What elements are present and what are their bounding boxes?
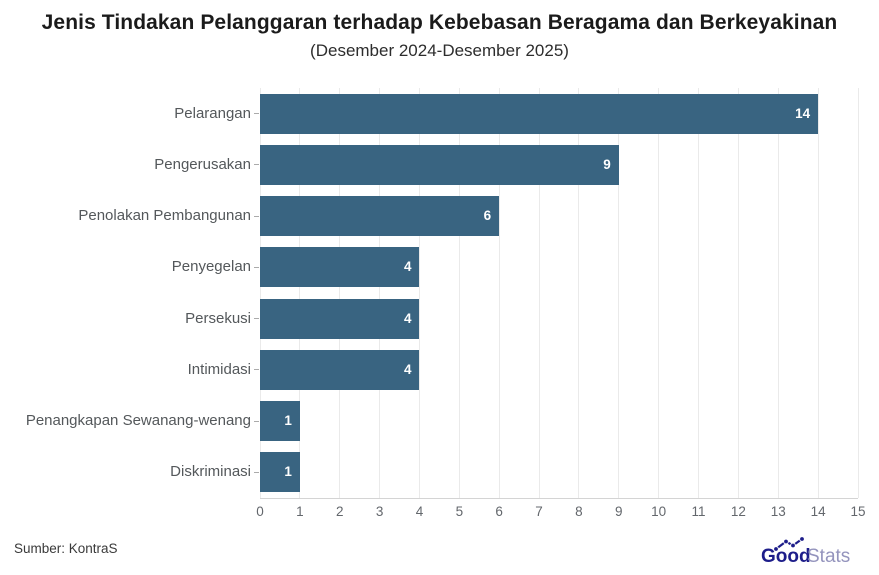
category-label: Diskriminasi xyxy=(0,452,259,492)
gridline xyxy=(857,88,859,498)
x-tick-label: 2 xyxy=(335,504,344,519)
x-tick-label: 14 xyxy=(810,504,826,519)
gridline xyxy=(777,88,779,498)
gridline xyxy=(538,88,540,498)
category-label: Penangkapan Sewanang-wenang xyxy=(0,401,259,441)
bar-row: 14 xyxy=(260,93,858,134)
category-label: Intimidasi xyxy=(0,350,259,390)
gridline xyxy=(259,88,261,498)
bar-row: 4 xyxy=(260,349,858,390)
gridline xyxy=(658,88,660,498)
gridline xyxy=(618,88,620,498)
x-tick-label: 3 xyxy=(375,504,384,519)
gridline xyxy=(578,88,580,498)
bar: 14 xyxy=(260,93,819,134)
bar: 4 xyxy=(260,298,420,339)
bar-row: 1 xyxy=(260,401,858,442)
gridline xyxy=(737,88,739,498)
category-label: Penyegelan xyxy=(0,247,259,287)
bar: 1 xyxy=(260,452,300,493)
x-tick-label: 4 xyxy=(415,504,424,519)
category-label-text: Persekusi xyxy=(185,309,251,327)
bar-row: 6 xyxy=(260,196,858,237)
category-label-text: Diskriminasi xyxy=(170,463,251,481)
bar: 4 xyxy=(260,349,420,390)
bar-value-label: 6 xyxy=(483,208,492,224)
category-label-text: Pelarangan xyxy=(174,104,251,122)
bar-value-label: 1 xyxy=(284,464,292,480)
gridline xyxy=(817,88,819,498)
x-tick-label: 8 xyxy=(575,504,583,519)
y-axis-tick-mark xyxy=(254,471,259,473)
bar: 6 xyxy=(260,196,500,237)
category-label-text: Penolakan Pembangunan xyxy=(78,207,251,225)
category-label-text: Penyegelan xyxy=(171,258,251,276)
x-tick-label: 13 xyxy=(770,504,786,519)
gridline xyxy=(418,88,420,498)
category-label: Penolakan Pembangunan xyxy=(0,196,259,236)
x-tick-label: 1 xyxy=(296,504,304,519)
goodstats-logo: Good Stats xyxy=(761,536,863,568)
logo-bold-text: Good xyxy=(761,546,811,567)
y-axis-tick-mark xyxy=(254,113,259,115)
source-text: Sumber: KontraS xyxy=(14,541,118,556)
bar-row: 4 xyxy=(260,247,858,288)
y-axis-tick-mark xyxy=(254,420,259,422)
category-label: Pelarangan xyxy=(0,94,259,134)
category-label-text: Intimidasi xyxy=(187,360,251,378)
bar: 9 xyxy=(260,144,619,185)
y-axis-category-labels: Pelarangan Pengerusakan Penolakan Pembangu… xyxy=(0,88,259,498)
x-tick-label: 10 xyxy=(651,504,667,519)
bar: 4 xyxy=(260,247,420,288)
bar: 1 xyxy=(260,401,300,442)
bar-value-label: 1 xyxy=(284,413,292,429)
gridline xyxy=(458,88,460,498)
chart-title: Jenis Tindakan Pelanggaran terhadap Kebe… xyxy=(41,11,838,34)
x-tick-label: 11 xyxy=(691,504,706,519)
category-label: Persekusi xyxy=(0,299,259,339)
y-axis-tick-mark xyxy=(254,215,259,217)
y-axis-tick-mark xyxy=(254,318,259,320)
gridline xyxy=(379,88,381,498)
chart-subtitle: (Desember 2024-Desember 2025) xyxy=(310,41,569,60)
x-tick-label: 7 xyxy=(535,504,543,519)
bar-row: 1 xyxy=(260,452,858,493)
gridline xyxy=(339,88,341,498)
x-tick-label: 9 xyxy=(615,504,623,519)
y-axis-tick-mark xyxy=(254,369,259,371)
gridline xyxy=(698,88,700,498)
y-axis-tick-mark xyxy=(254,266,259,268)
x-tick-label: 6 xyxy=(495,504,503,519)
bar-value-label: 4 xyxy=(403,310,412,326)
goodstats-logo-svg: Good Stats xyxy=(761,536,850,567)
bar-value-label: 9 xyxy=(603,156,611,172)
bar-value-label: 14 xyxy=(795,105,811,121)
x-tick-label: 5 xyxy=(455,504,464,519)
bar-value-label: 4 xyxy=(403,361,412,377)
x-tick-label: 15 xyxy=(850,504,866,519)
x-tick-label: 0 xyxy=(256,504,264,519)
category-label: Pengerusakan xyxy=(0,145,259,185)
bar-row: 9 xyxy=(260,144,858,185)
logo-sparkline-icon xyxy=(773,536,805,552)
category-label-text: Penangkapan Sewanang-wenang xyxy=(25,412,251,430)
bar-value-label: 4 xyxy=(403,259,412,275)
gridline xyxy=(498,88,500,498)
x-tick-label: 12 xyxy=(730,504,746,519)
logo-light-text: Stats xyxy=(807,546,850,567)
y-axis-tick-mark xyxy=(254,164,259,166)
category-label-text: Pengerusakan xyxy=(154,155,251,173)
bar-row: 4 xyxy=(260,298,858,339)
gridline xyxy=(299,88,301,498)
plot-area: 14 9 6 4 4 4 1 1 xyxy=(259,88,859,499)
